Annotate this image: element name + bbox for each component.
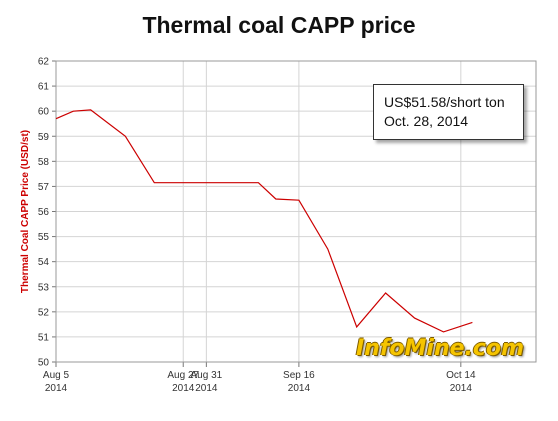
- plot-border: [55, 60, 537, 363]
- y-tick-label: 55: [38, 232, 50, 243]
- x-tick-label: Aug 5: [43, 370, 70, 381]
- infomine-logo: InfoMine.com: [356, 336, 524, 361]
- chart-title: Thermal coal CAPP price: [142, 12, 416, 38]
- y-tick-label: 56: [38, 207, 50, 218]
- y-tick-label: 59: [38, 132, 50, 143]
- x-tick-year: 2014: [450, 383, 473, 394]
- x-tick-year: 2014: [45, 383, 68, 394]
- y-tick-label: 60: [38, 107, 50, 118]
- x-tick-year: 2014: [288, 383, 311, 394]
- price-annotation: US$51.58/short ton Oct. 28, 2014: [373, 84, 524, 140]
- annotation-date: Oct. 28, 2014: [384, 113, 469, 129]
- y-tick-label: 62: [38, 57, 50, 68]
- y-tick-label: 51: [38, 332, 50, 343]
- x-tick-label: Oct 14: [446, 370, 476, 381]
- x-tick-year: 2014: [172, 383, 195, 394]
- x-tick-year: 2014: [195, 383, 218, 394]
- y-tick-label: 54: [38, 257, 50, 268]
- y-tick-label: 52: [38, 307, 50, 318]
- x-tick-label: Aug 27: [167, 370, 199, 381]
- x-tick-label: Sep 16: [283, 370, 315, 381]
- y-tick-label: 53: [38, 282, 50, 293]
- y-tick-label: 57: [38, 182, 50, 193]
- y-tick-label: 61: [38, 82, 50, 93]
- y-tick-label: 58: [38, 157, 50, 168]
- y-axis-label: Thermal Coal CAPP Price (USD/st): [20, 130, 31, 293]
- annotation-price: US$51.58/short ton: [384, 94, 505, 110]
- price-line: [55, 109, 473, 333]
- x-tick-label: Aug 31: [191, 370, 223, 381]
- y-tick-label: 50: [38, 358, 50, 369]
